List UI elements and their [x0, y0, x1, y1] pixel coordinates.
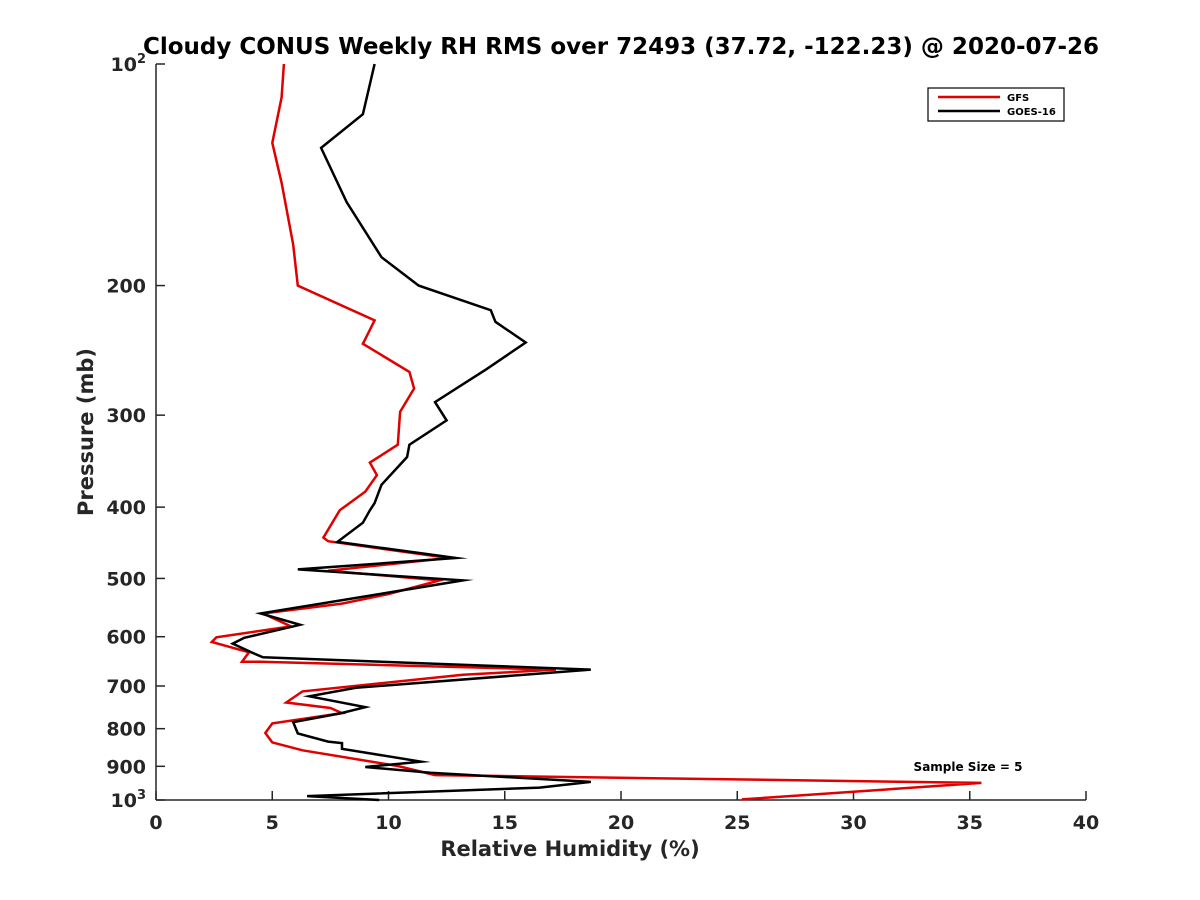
- x-tick-label: 0: [149, 812, 162, 834]
- y-axis-label: Pressure (mb): [74, 348, 98, 516]
- y-tick-label: 102: [111, 52, 147, 76]
- x-tick-label: 5: [266, 812, 279, 834]
- x-tick-label: 10: [375, 812, 401, 834]
- axis-ticks: 0 5 10 15 20 25 30 35 40 102 200 300 400 500 600 700 800…: [106, 52, 1099, 834]
- legend-label: GFS: [1007, 93, 1029, 104]
- x-tick-label: 40: [1073, 812, 1099, 834]
- x-tick-label: 35: [957, 812, 983, 834]
- y-tick-label: 900: [106, 756, 146, 778]
- x-tick-label: 30: [840, 812, 866, 834]
- y-tick-label: 600: [106, 627, 146, 649]
- series-line-gfs: [209, 63, 982, 801]
- y-tick-label: 103: [111, 788, 147, 812]
- y-tick-label: 800: [106, 719, 146, 741]
- y-tick-label: 500: [106, 568, 146, 590]
- y-tick-label: 700: [106, 676, 146, 698]
- chart-title: Cloudy CONUS Weekly RH RMS over 72493 (3…: [143, 34, 1099, 60]
- sample-size-annotation: Sample Size = 5: [914, 760, 1023, 774]
- x-axis-label: Relative Humidity (%): [440, 837, 699, 861]
- y-tick-label: 200: [106, 276, 146, 298]
- legend-label: GOES-16: [1007, 107, 1056, 118]
- x-tick-label: 20: [608, 812, 634, 834]
- plot-area: [155, 64, 1086, 801]
- legend-box: [927, 87, 1065, 122]
- legend: GFS GOES-16: [927, 87, 1065, 122]
- y-tick-label: 400: [106, 497, 146, 519]
- y-tick-label: 300: [106, 405, 146, 427]
- x-tick-label: 25: [724, 812, 750, 834]
- x-tick-label: 15: [492, 812, 518, 834]
- series-lines: [209, 63, 982, 802]
- series-line-goes-16: [229, 63, 591, 802]
